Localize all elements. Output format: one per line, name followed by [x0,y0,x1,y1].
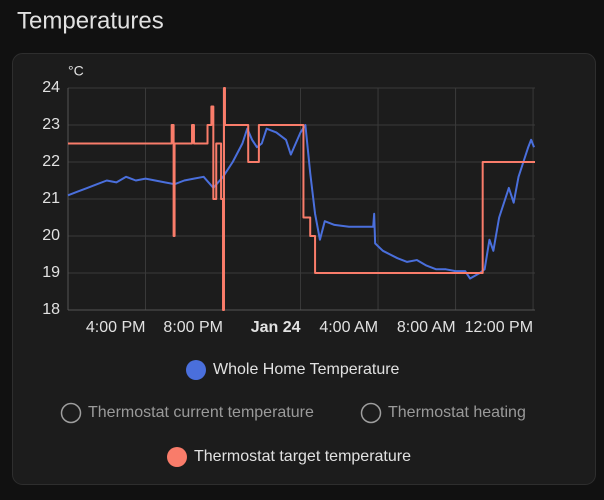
y-tick-label: 19 [42,264,60,281]
legend-swatch [186,360,206,380]
y-unit: °C [68,63,84,79]
x-tick-label: 12:00 PM [465,319,533,336]
y-tick-label: 21 [42,190,60,207]
legend-swatch [60,402,82,424]
x-tick-label: Jan 24 [251,319,301,336]
card [12,53,596,485]
x-tick-label: 8:00 AM [397,319,456,336]
y-tick-label: 22 [42,153,60,170]
legend-swatch [360,402,382,424]
x-tick-label: 4:00 PM [86,319,146,336]
card-title: Temperatures [17,7,164,34]
y-tick-label: 18 [42,301,60,318]
legend-label[interactable]: Thermostat current temperature [88,404,314,421]
y-tick-label: 24 [42,79,60,96]
series-line [68,87,535,311]
x-tick-label: 8:00 PM [163,319,223,336]
legend-label[interactable]: Thermostat heating [388,404,526,421]
x-tick-label: 4:00 AM [319,319,378,336]
y-tick-label: 20 [42,227,60,244]
series-line [67,124,535,280]
legend-label[interactable]: Thermostat target temperature [194,448,411,465]
y-tick-label: 23 [42,116,60,133]
legend-swatch [167,447,187,467]
legend-label[interactable]: Whole Home Temperature [213,361,400,378]
